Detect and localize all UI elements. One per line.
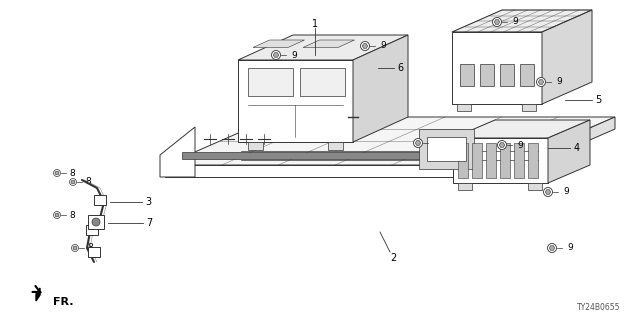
Text: 9: 9 — [563, 188, 569, 196]
Bar — [94, 195, 106, 205]
Bar — [86, 225, 98, 235]
Polygon shape — [165, 117, 615, 165]
Bar — [460, 64, 474, 86]
Text: 3: 3 — [145, 197, 151, 207]
Polygon shape — [549, 246, 555, 250]
Circle shape — [493, 18, 502, 27]
Polygon shape — [253, 40, 305, 47]
Polygon shape — [452, 32, 542, 104]
Polygon shape — [452, 10, 592, 32]
Polygon shape — [160, 127, 195, 177]
Text: 6: 6 — [397, 63, 403, 73]
Text: 9: 9 — [512, 18, 518, 27]
Polygon shape — [165, 165, 505, 177]
Text: TY24B0655: TY24B0655 — [577, 303, 620, 312]
Polygon shape — [419, 129, 474, 169]
Polygon shape — [499, 143, 505, 147]
Bar — [480, 64, 494, 86]
Text: 1: 1 — [312, 19, 318, 29]
Polygon shape — [415, 141, 420, 145]
Polygon shape — [548, 120, 590, 183]
Circle shape — [54, 212, 61, 219]
Bar — [300, 68, 345, 96]
Circle shape — [547, 244, 557, 252]
Polygon shape — [55, 171, 59, 175]
Polygon shape — [71, 180, 75, 184]
Text: 5: 5 — [595, 95, 601, 105]
Polygon shape — [522, 104, 536, 111]
Bar — [88, 215, 104, 229]
Text: FR.: FR. — [53, 297, 74, 307]
Text: 8: 8 — [85, 178, 91, 187]
Bar — [520, 64, 534, 86]
Bar — [500, 64, 514, 86]
Bar — [458, 143, 468, 178]
Circle shape — [497, 140, 506, 149]
Bar — [248, 68, 293, 96]
Circle shape — [413, 139, 422, 148]
Polygon shape — [453, 138, 548, 183]
Bar — [88, 247, 100, 257]
Polygon shape — [538, 80, 544, 84]
Polygon shape — [505, 117, 615, 177]
Polygon shape — [55, 213, 59, 217]
Circle shape — [536, 77, 545, 86]
Polygon shape — [494, 20, 500, 24]
Circle shape — [70, 179, 77, 186]
Bar — [486, 143, 496, 178]
Polygon shape — [453, 120, 590, 138]
Text: 9: 9 — [433, 139, 439, 148]
Polygon shape — [426, 137, 465, 161]
Circle shape — [92, 218, 100, 226]
Polygon shape — [238, 60, 353, 142]
Polygon shape — [542, 10, 592, 104]
Text: 9: 9 — [517, 140, 523, 149]
Circle shape — [72, 244, 79, 252]
Text: 8: 8 — [87, 244, 93, 252]
Polygon shape — [328, 142, 343, 150]
Bar — [528, 143, 538, 178]
Polygon shape — [36, 288, 40, 301]
Polygon shape — [545, 190, 550, 194]
Polygon shape — [457, 104, 471, 111]
Text: 2: 2 — [390, 253, 396, 263]
Bar — [500, 143, 510, 178]
Polygon shape — [182, 152, 419, 159]
Polygon shape — [248, 142, 263, 150]
Circle shape — [543, 188, 552, 196]
Circle shape — [360, 42, 369, 51]
Text: 9: 9 — [556, 77, 562, 86]
Text: 7: 7 — [146, 218, 152, 228]
Polygon shape — [303, 40, 355, 47]
Text: 8: 8 — [69, 211, 75, 220]
Text: 9: 9 — [291, 51, 297, 60]
Circle shape — [54, 170, 61, 177]
Text: 9: 9 — [567, 244, 573, 252]
Polygon shape — [528, 183, 542, 190]
Polygon shape — [73, 246, 77, 250]
Polygon shape — [353, 35, 408, 142]
Polygon shape — [273, 53, 278, 57]
Circle shape — [271, 51, 280, 60]
Polygon shape — [458, 183, 472, 190]
Text: 8: 8 — [69, 169, 75, 178]
Text: 9: 9 — [380, 42, 386, 51]
Bar — [472, 143, 482, 178]
Polygon shape — [362, 44, 368, 48]
Bar — [514, 143, 524, 178]
Polygon shape — [238, 35, 408, 60]
Text: 4: 4 — [574, 143, 580, 153]
